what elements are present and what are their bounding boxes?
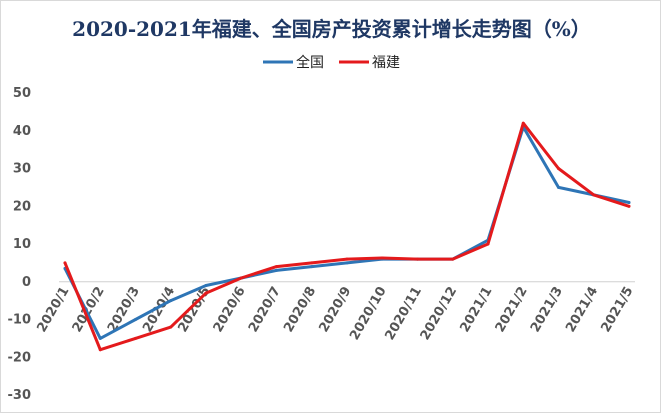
data-point (380, 256, 384, 260)
series-lines (63, 121, 631, 352)
data-point (627, 204, 631, 208)
y-tick-label: 10 (13, 237, 31, 252)
data-point (557, 167, 560, 170)
data-point (557, 185, 560, 189)
data-point (204, 284, 208, 288)
x-tick-label: 2020/6 (211, 284, 249, 335)
data-point (486, 242, 490, 246)
data-point (63, 261, 67, 265)
x-tick-label: 2020/1 (34, 284, 72, 335)
data-point (98, 336, 102, 340)
y-tick-label: 30 (13, 162, 31, 177)
x-tick-label: 2021/1 (457, 284, 495, 335)
data-point (345, 261, 349, 265)
data-point (98, 348, 102, 352)
legend-item: 全国 (263, 54, 324, 71)
legend-label: 福建 (372, 55, 400, 71)
x-tick-label: 2021/4 (563, 284, 601, 335)
data-point (310, 265, 314, 269)
legend-label: 全国 (296, 54, 324, 71)
data-point (345, 257, 349, 261)
data-point (416, 257, 419, 261)
data-point (239, 276, 243, 280)
data-point (521, 121, 525, 125)
data-point (451, 257, 455, 261)
x-axis-ticks: 2020/12020/22020/32020/42020/52020/62020… (34, 284, 636, 343)
data-point (275, 265, 278, 269)
x-tick-label: 2020/7 (246, 284, 284, 335)
x-tick-label: 2021/2 (493, 284, 531, 335)
y-tick-label: 20 (13, 199, 31, 214)
y-axis-ticks: -30 -20 -10 0 10 20 30 40 50 (8, 86, 32, 403)
x-tick-label: 2020/9 (316, 284, 354, 335)
y-tick-label: -20 (8, 350, 32, 365)
data-point (592, 193, 596, 197)
y-tick-label: -30 (8, 388, 32, 403)
y-tick-label: 0 (22, 275, 31, 290)
legend: 全国 福建 (263, 54, 400, 71)
x-tick-label: 2020/8 (281, 284, 319, 335)
y-tick-label: -10 (8, 313, 32, 328)
data-point (134, 318, 137, 321)
y-tick-label: 40 (13, 124, 31, 139)
data-point (310, 261, 314, 265)
legend-item: 福建 (339, 55, 400, 71)
y-tick-label: 50 (13, 86, 31, 101)
data-point (204, 291, 208, 295)
data-point (169, 325, 173, 329)
data-point (627, 200, 631, 204)
x-tick-label: 2021/3 (528, 284, 566, 335)
chart-title: 2020-2021年福建、全国房产投资累计增长走势图（%） (72, 17, 591, 41)
data-point (275, 268, 278, 272)
x-tick-label: 2021/5 (598, 284, 636, 335)
x-tick-label: 2020/3 (105, 284, 143, 335)
data-point (169, 299, 173, 303)
data-point (134, 336, 137, 340)
